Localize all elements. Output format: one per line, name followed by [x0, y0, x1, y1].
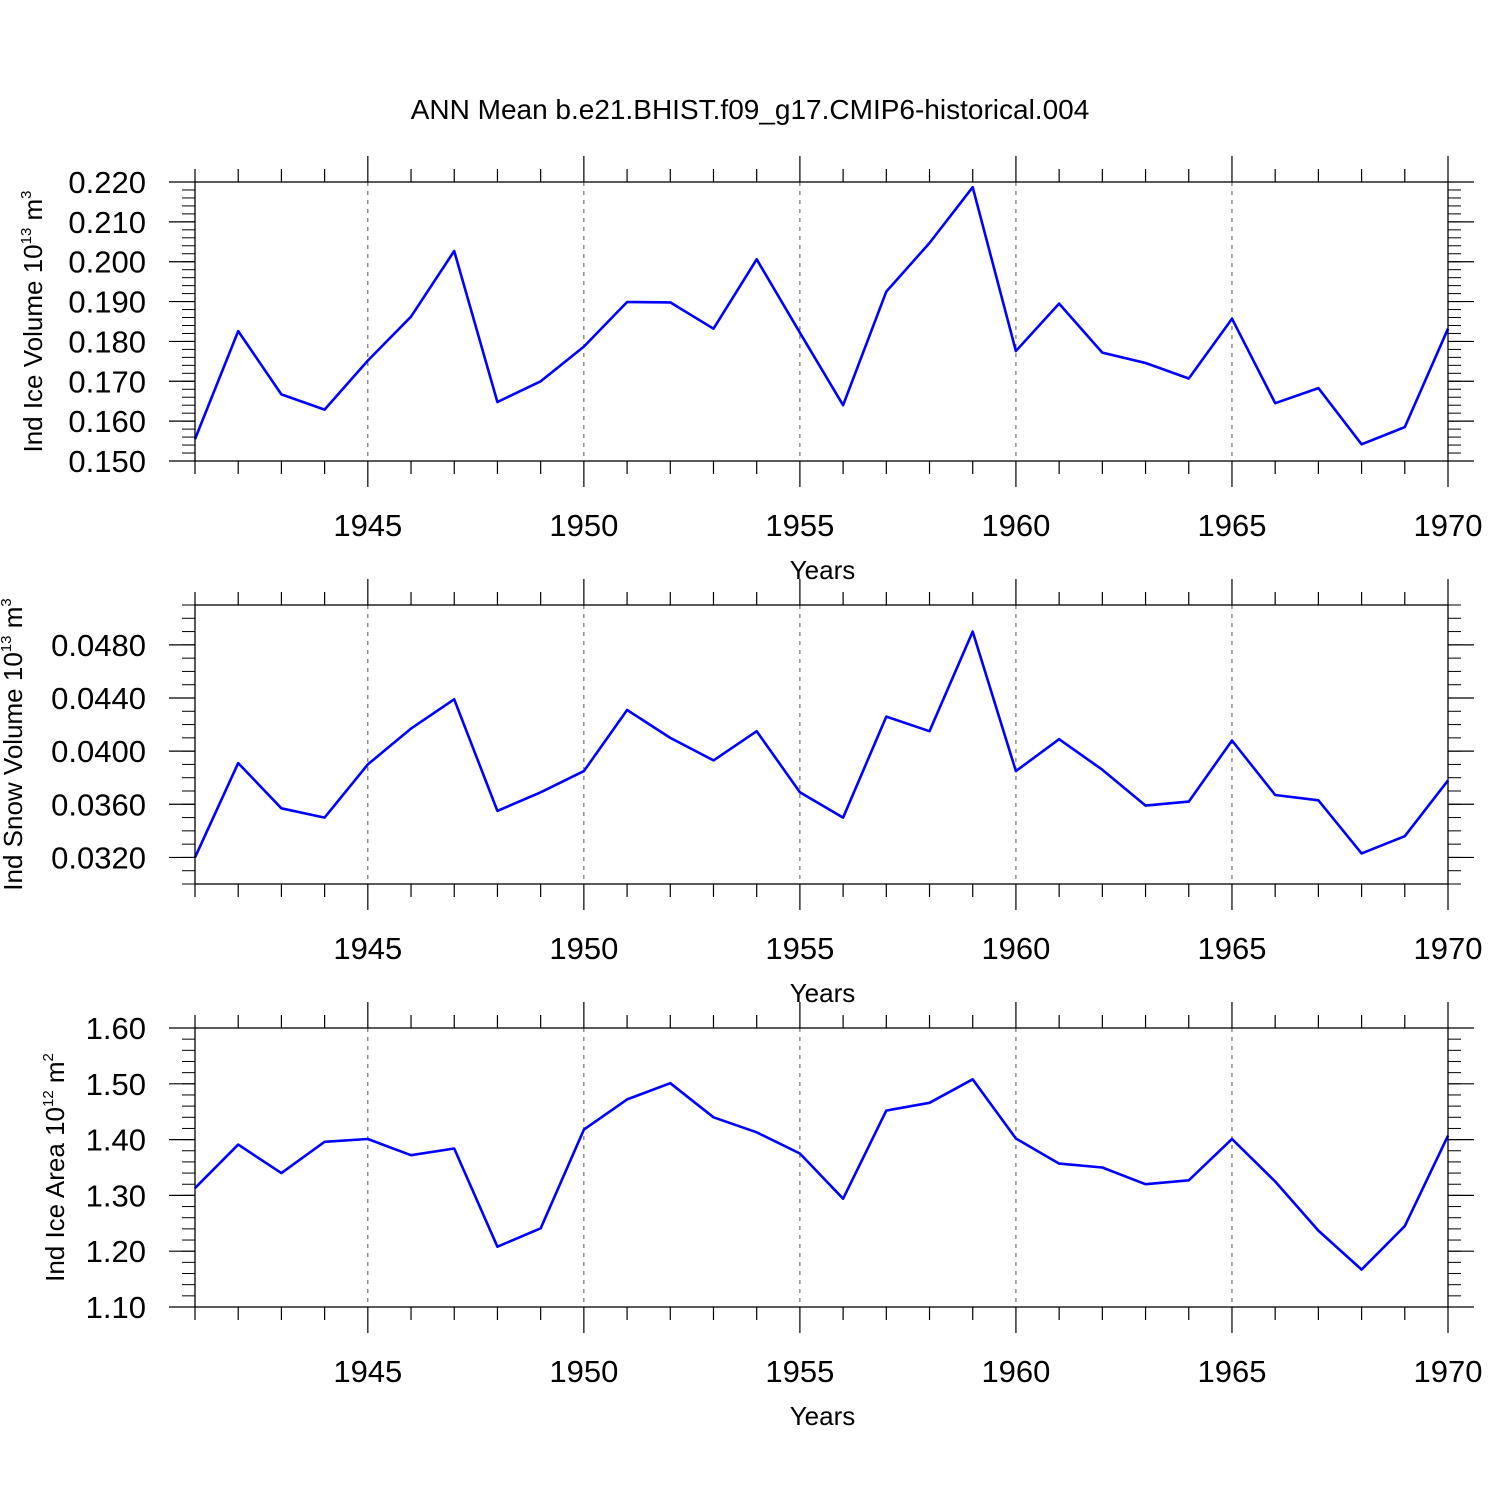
- data-line: [193, 630, 1450, 858]
- y-axis-title-text: Ind Ice Volume 10: [18, 244, 48, 452]
- x-tick-label: 1970: [1414, 931, 1483, 966]
- y-axis-title: Ind Ice Area 1012 m2: [40, 1053, 70, 1282]
- x-tick-label: 1965: [1197, 1354, 1266, 1389]
- x-tick-label: 1970: [1414, 1354, 1483, 1389]
- y-tick-label: 0.190: [68, 285, 146, 320]
- x-tick-label: 1960: [981, 1354, 1050, 1389]
- y-axis-title-superscript: 13: [18, 228, 35, 245]
- x-tick-label: 1945: [333, 931, 402, 966]
- y-tick-label: 0.200: [68, 245, 146, 280]
- y-tick-label: 0.160: [68, 404, 146, 439]
- data-line: [193, 185, 1450, 446]
- x-tick-label: 1945: [333, 1354, 402, 1389]
- y-tick-label: 0.180: [68, 324, 146, 359]
- y-axis-title: Ind Ice Volume 1013 m3: [18, 190, 48, 452]
- y-tick-label: 0.0480: [51, 628, 146, 663]
- y-tick-label: 1.10: [86, 1290, 146, 1325]
- y-tick-label: 0.170: [68, 364, 146, 399]
- y-tick-label: 0.0440: [51, 681, 146, 716]
- y-axis-title-superscript: 2: [40, 1053, 57, 1061]
- x-tick-label: 1955: [765, 931, 834, 966]
- x-tick-label: 1970: [1414, 508, 1483, 543]
- y-axis-title-superscript: 13: [0, 636, 15, 653]
- x-tick-label: 1960: [981, 508, 1050, 543]
- y-tick-label: 0.0400: [51, 734, 146, 769]
- y-axis-title: Ind Snow Volume 1013 m3: [0, 598, 28, 890]
- panel-2: 1945 1950 1955 1960 1965 1970 0.0320 0.0360 0.04…: [0, 579, 1482, 1008]
- x-tick-label: 1955: [765, 1354, 834, 1389]
- y-axis-title-text: Ind Ice Area 10: [40, 1107, 70, 1282]
- y-axis-title-text: Ind Snow Volume 10: [0, 652, 28, 891]
- panels: 1945 1950 1955 1960 1965 1970 0.150 0.160 0.170 0…: [0, 156, 1482, 1431]
- x-tick-label: 1945: [333, 508, 402, 543]
- panel-1: 1945 1950 1955 1960 1965 1970 0.150 0.160 0.170 0…: [18, 156, 1482, 585]
- y-axis-title-superscript: 12: [40, 1090, 57, 1107]
- plot-frame: [194, 604, 1449, 885]
- y-axis-title-text: m: [40, 1061, 70, 1090]
- y-axis-title-superscript: 3: [18, 190, 35, 198]
- y-tick-label: 0.210: [68, 205, 146, 240]
- y-tick-label: 1.30: [86, 1178, 146, 1213]
- x-tick-label: 1950: [549, 1354, 618, 1389]
- x-axis-title: Years: [790, 1401, 856, 1431]
- x-tick-label: 1950: [549, 508, 618, 543]
- y-tick-label: 1.50: [86, 1067, 146, 1102]
- plot-frame: [194, 181, 1449, 462]
- x-tick-label: 1950: [549, 931, 618, 966]
- x-tick-label: 1965: [1197, 931, 1266, 966]
- plot-frame: [194, 1027, 1449, 1308]
- y-tick-label: 0.220: [68, 165, 146, 200]
- x-tick-label: 1965: [1197, 508, 1266, 543]
- y-tick-label: 1.60: [86, 1011, 146, 1046]
- panel-3: 1945 1950 1955 1960 1965 1970 1.10 1.20 1.30 1.40…: [40, 1002, 1482, 1431]
- x-tick-label: 1960: [981, 931, 1050, 966]
- chart-title: ANN Mean b.e21.BHIST.f09_g17.CMIP6-histo…: [411, 94, 1090, 125]
- x-axis-title: Years: [790, 978, 856, 1008]
- x-tick-label: 1955: [765, 508, 834, 543]
- y-axis-title-superscript: 3: [0, 598, 15, 606]
- y-tick-label: 1.40: [86, 1123, 146, 1158]
- data-line: [194, 1078, 1450, 1271]
- y-tick-label: 0.0360: [51, 787, 146, 822]
- y-axis-title-text: m: [0, 607, 28, 636]
- y-tick-label: 0.0320: [51, 840, 146, 875]
- x-axis-title: Years: [790, 555, 856, 585]
- y-tick-label: 0.150: [68, 444, 146, 479]
- y-tick-label: 1.20: [86, 1234, 146, 1269]
- y-axis-title-text: m: [18, 199, 48, 228]
